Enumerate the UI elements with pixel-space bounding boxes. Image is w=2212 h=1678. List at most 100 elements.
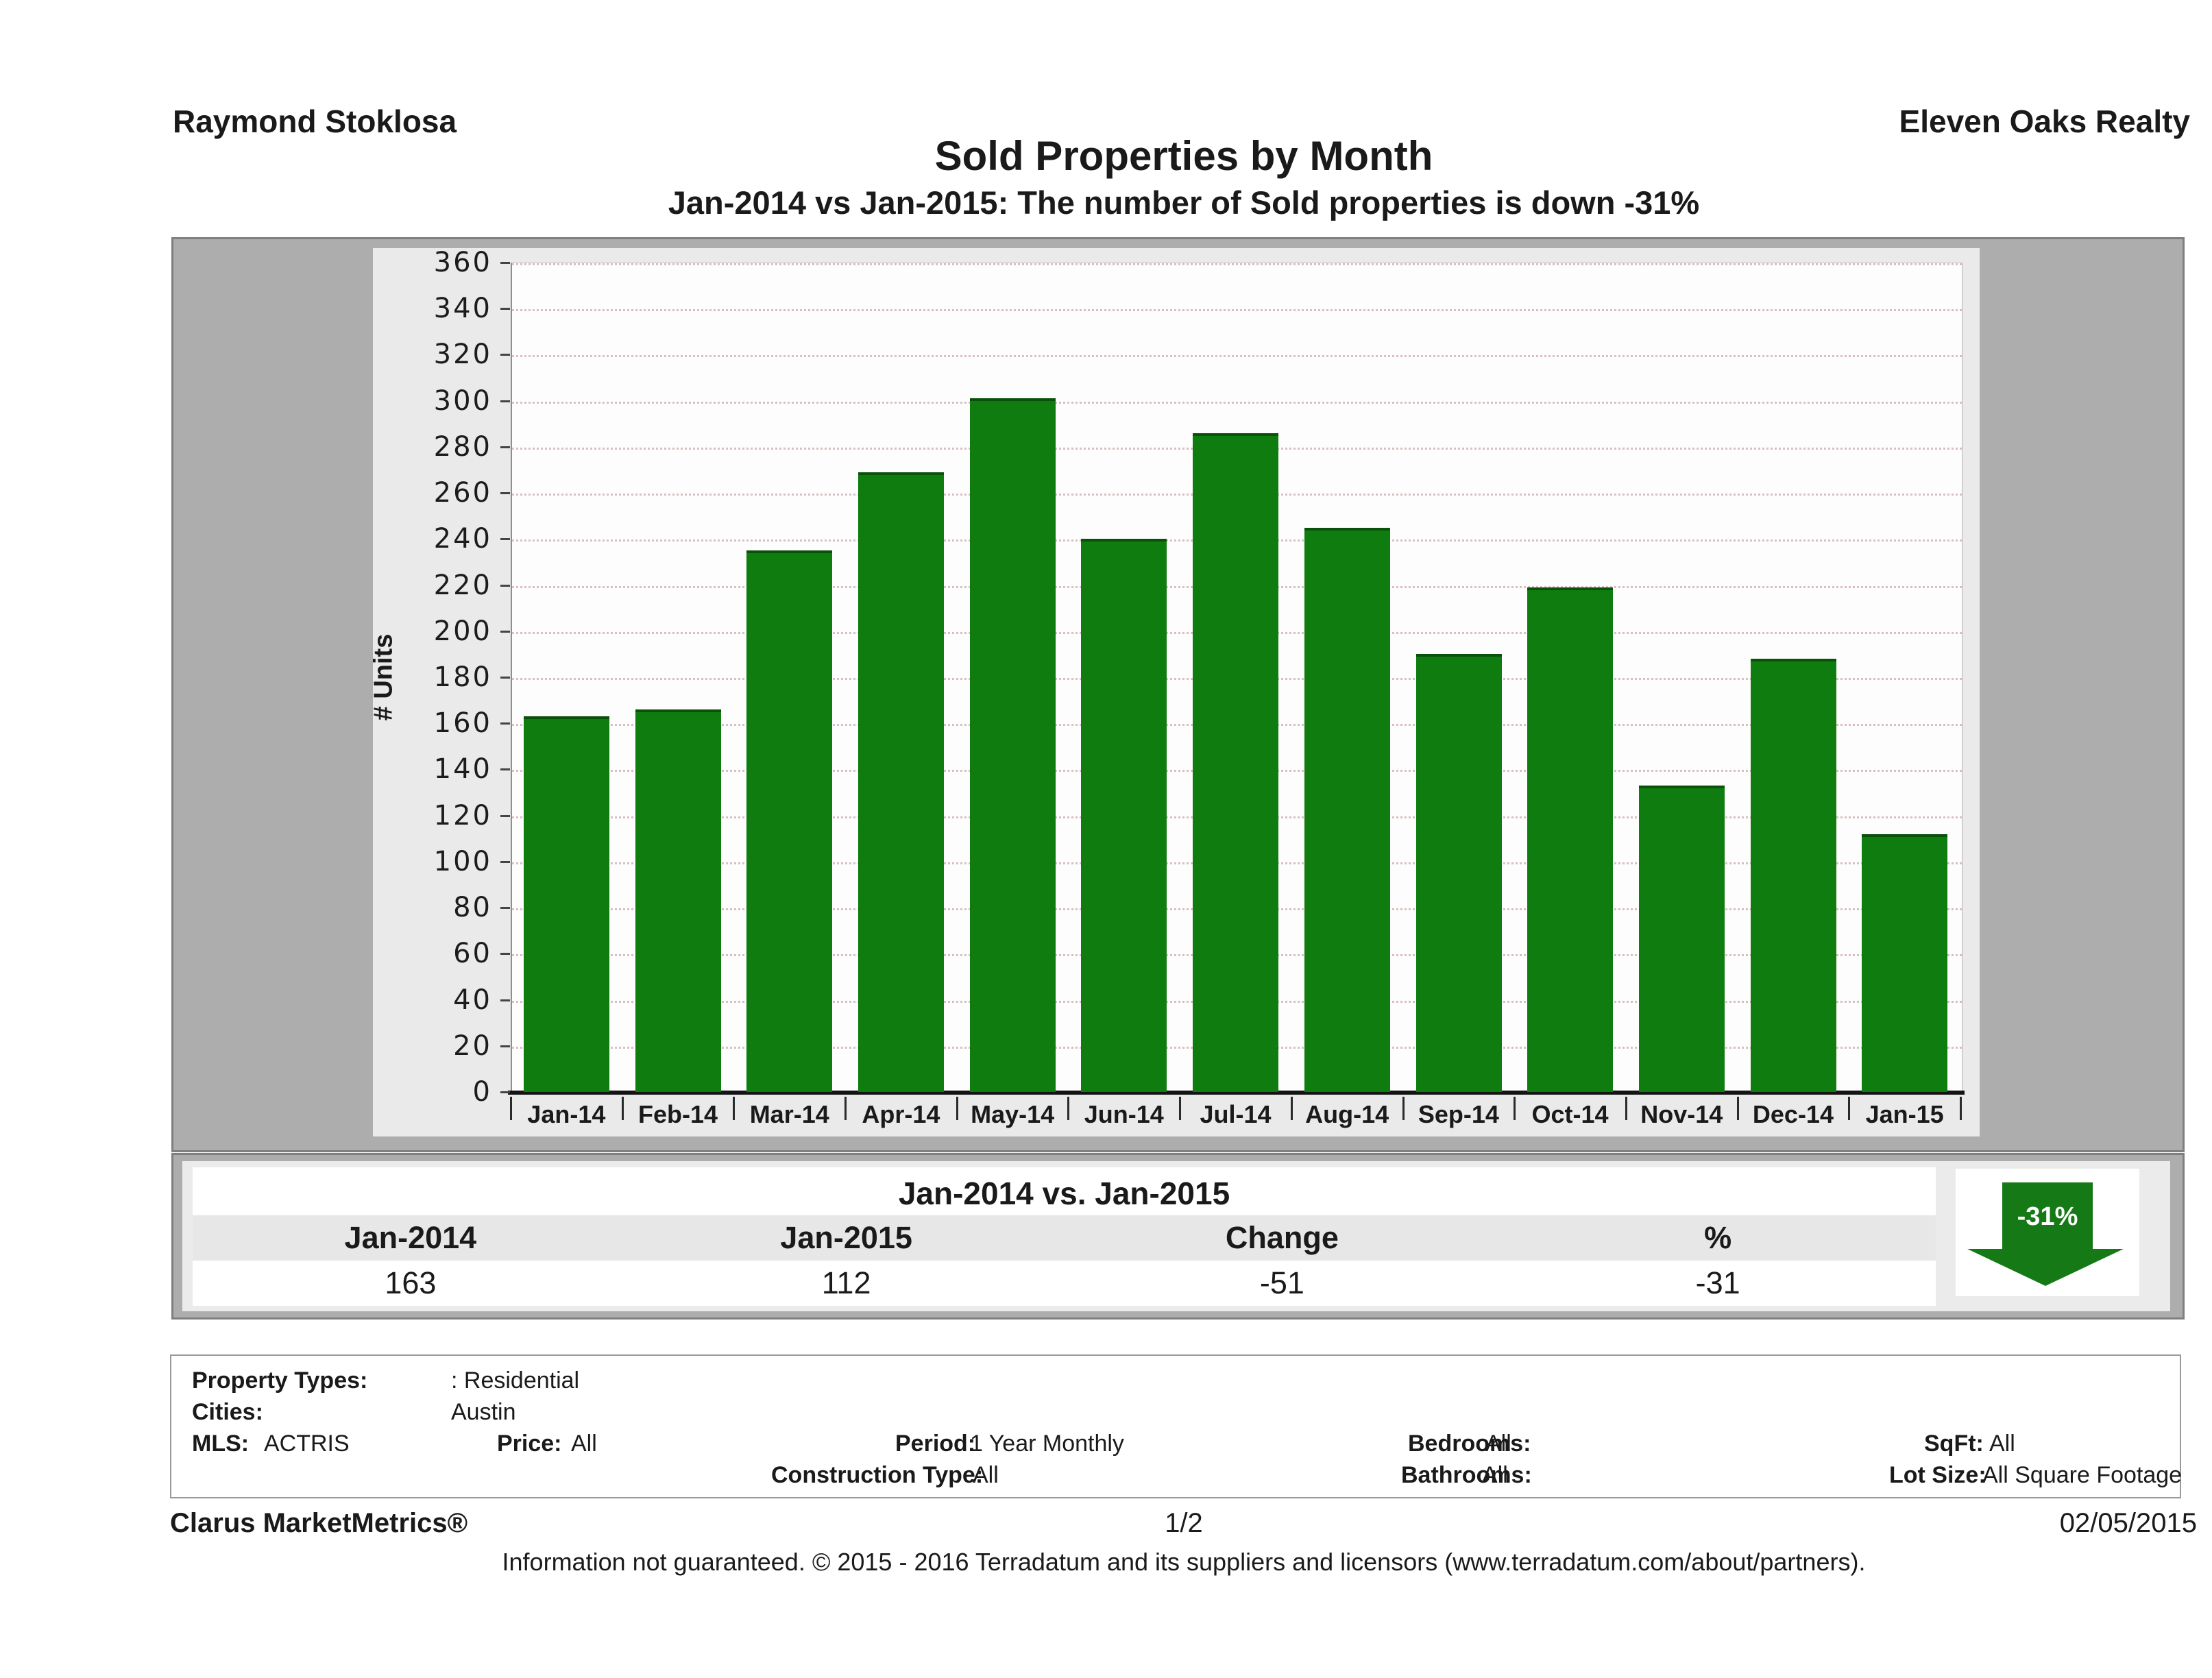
criteria-box: Property Types: : Residential Cities: Au… — [170, 1354, 2183, 1498]
agent-name: Raymond Stoklosa — [173, 104, 457, 139]
y-axis-title: # Units — [369, 633, 398, 721]
bar-Jan-15 — [1862, 834, 1948, 1092]
property-types-value: : Residential — [451, 1367, 580, 1394]
x-axis-separator — [1625, 1097, 1627, 1120]
x-axis-label-Jul-14: Jul-14 — [1200, 1100, 1272, 1128]
gridline-300 — [512, 401, 1962, 404]
value-cell: 163 — [385, 1265, 437, 1300]
mls-label: MLS: — [192, 1431, 250, 1457]
page-number: 1/2 — [1165, 1508, 1203, 1538]
y-axis-tick — [500, 999, 510, 1001]
x-axis-separator — [621, 1097, 624, 1120]
y-axis-tick-label: 0 — [472, 1076, 492, 1108]
y-axis-tick — [500, 677, 510, 679]
y-axis-tick-label: 140 — [433, 753, 492, 786]
bar-May-14 — [969, 398, 1056, 1092]
comparison-value-row: 163 112 -51 -31 — [193, 1261, 1936, 1306]
y-axis-tick — [500, 354, 510, 356]
y-axis-tick — [500, 907, 510, 910]
gridline-360 — [512, 263, 1962, 265]
y-axis-tick-label: 300 — [433, 385, 492, 417]
y-axis-tick — [500, 953, 510, 956]
value-cell: -51 — [1259, 1265, 1304, 1300]
title-band: Sold Properties by Month Jan-2014 vs Jan… — [170, 134, 2198, 222]
bar-Mar-14 — [746, 550, 833, 1092]
mls-value: ACTRIS — [264, 1431, 350, 1457]
construction-type-label: Construction Type: — [771, 1462, 984, 1488]
x-axis-label-Oct-14: Oct-14 — [1531, 1100, 1609, 1128]
report-date: 02/05/2015 — [2059, 1508, 2197, 1538]
y-axis-tick-label: 20 — [453, 1030, 492, 1062]
y-axis-tick — [500, 722, 510, 725]
y-axis-tick-label: 260 — [433, 477, 492, 509]
bathrooms-value: All — [1482, 1462, 1508, 1488]
y-axis-tick — [500, 492, 510, 495]
y-axis-tick-label: 80 — [453, 892, 492, 924]
y-axis-tick — [500, 584, 510, 587]
x-axis-separator — [1067, 1097, 1070, 1120]
x-axis-label-Sep-14: Sep-14 — [1418, 1100, 1499, 1128]
y-axis-tick-label: 160 — [433, 707, 492, 740]
x-axis-separator — [1736, 1097, 1739, 1120]
x-axis-separator — [1290, 1097, 1293, 1120]
construction-type-value: All — [973, 1462, 999, 1488]
y-axis-tick-label: 100 — [433, 845, 492, 877]
y-axis-tick — [500, 262, 510, 264]
bar-Jan-14 — [524, 716, 609, 1092]
x-axis-separator — [956, 1097, 958, 1120]
bar-Oct-14 — [1527, 587, 1614, 1092]
y-axis-tick — [500, 446, 510, 448]
property-types-label: Property Types: — [192, 1367, 368, 1394]
gridline-320 — [512, 355, 1962, 358]
sqft-label: SqFt: — [1924, 1431, 1984, 1457]
y-axis-tick-label: 340 — [433, 293, 492, 325]
x-axis-label-Apr-14: Apr-14 — [862, 1100, 940, 1128]
y-axis-tick — [500, 400, 510, 402]
page-title: Sold Properties by Month — [934, 133, 1433, 179]
y-axis-tick — [500, 860, 510, 863]
x-axis-separator — [733, 1097, 736, 1120]
brand-name: Clarus MarketMetrics® — [170, 1508, 468, 1538]
cities-value: Austin — [451, 1399, 516, 1425]
bathrooms-label: Bathrooms: — [1401, 1462, 1532, 1488]
value-cell: -31 — [1695, 1265, 1740, 1300]
sqft-value: All — [1989, 1431, 2015, 1457]
bar-Apr-14 — [858, 472, 945, 1092]
down-arrow-head-icon — [1967, 1249, 2124, 1286]
price-value: All — [571, 1431, 597, 1457]
column-header: Change — [1225, 1220, 1339, 1255]
column-header: Jan-2014 — [344, 1220, 477, 1255]
y-axis-tick-label: 60 — [453, 938, 492, 970]
x-axis-separator — [1402, 1097, 1405, 1120]
y-axis-tick — [500, 1091, 510, 1093]
lot-size-value: All Square Footage — [1982, 1462, 2183, 1488]
y-axis-tick — [500, 768, 510, 771]
x-axis-label-Dec-14: Dec-14 — [1752, 1100, 1834, 1128]
cities-label: Cities: — [192, 1399, 263, 1425]
y-axis-tick-label: 180 — [433, 661, 492, 693]
column-header: % — [1704, 1220, 1732, 1255]
x-axis-label-May-14: May-14 — [971, 1100, 1055, 1128]
company-name: Eleven Oaks Realty — [1899, 104, 2190, 139]
x-axis-label-Mar-14: Mar-14 — [749, 1100, 829, 1128]
bar-Jul-14 — [1193, 433, 1279, 1092]
gridline-340 — [512, 309, 1962, 312]
comparison-title: Jan-2014 vs. Jan-2015 — [898, 1176, 1230, 1211]
y-axis-tick — [500, 538, 510, 541]
comparison-header-row: Jan-2014 Jan-2015 Change % — [193, 1215, 1936, 1261]
page-subtitle: Jan-2014 vs Jan-2015: The number of Sold… — [668, 184, 1700, 221]
trend-arrow-box: -31% — [1956, 1169, 2139, 1296]
y-axis-tick-label: 40 — [453, 984, 492, 1016]
period-label: Period: — [895, 1431, 976, 1457]
x-axis-label-Jan-14: Jan-14 — [527, 1100, 606, 1128]
bedrooms-value: All — [1485, 1431, 1511, 1457]
disclaimer-text: Information not guaranteed. © 2015 - 201… — [502, 1548, 1866, 1576]
x-axis-separator — [844, 1097, 847, 1120]
x-axis-label-Nov-14: Nov-14 — [1640, 1100, 1723, 1128]
y-axis-tick — [500, 814, 510, 817]
bar-Aug-14 — [1304, 527, 1390, 1092]
x-axis-separator — [1514, 1097, 1516, 1120]
y-axis-tick-label: 320 — [433, 339, 492, 371]
bedrooms-label: Bedrooms: — [1408, 1431, 1531, 1457]
bar-Sep-14 — [1415, 654, 1502, 1092]
